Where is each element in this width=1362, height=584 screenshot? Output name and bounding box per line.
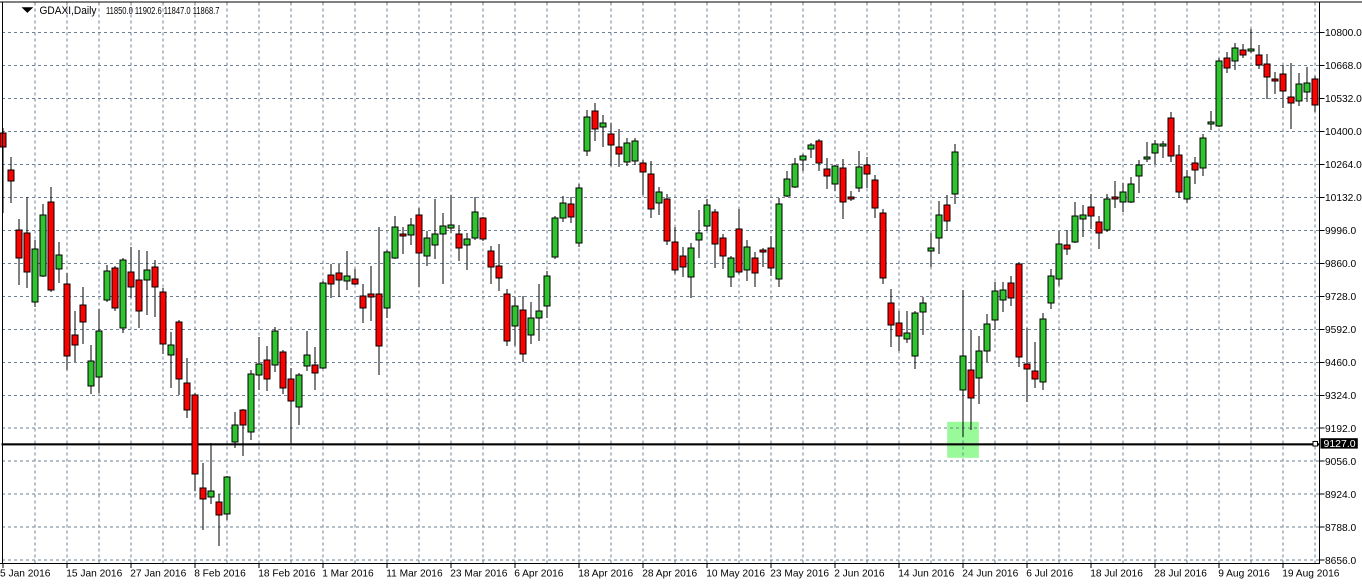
svg-text:9996.0: 9996.0 bbox=[1325, 226, 1356, 237]
svg-text:9860.0: 9860.0 bbox=[1325, 259, 1356, 270]
svg-text:1 Mar 2016: 1 Mar 2016 bbox=[322, 569, 374, 580]
svg-text:9056.0: 9056.0 bbox=[1325, 457, 1356, 468]
svg-text:19 Aug 2016: 19 Aug 2016 bbox=[1282, 569, 1340, 580]
svg-text:18 Feb 2016: 18 Feb 2016 bbox=[258, 569, 316, 580]
svg-text:18 Jul 2016: 18 Jul 2016 bbox=[1090, 569, 1143, 580]
svg-text:10668.0: 10668.0 bbox=[1325, 61, 1362, 72]
svg-text:24 Jun 2016: 24 Jun 2016 bbox=[962, 569, 1018, 580]
svg-text:9592.0: 9592.0 bbox=[1325, 325, 1356, 336]
svg-text:6 Jul 2016: 6 Jul 2016 bbox=[1026, 569, 1073, 580]
svg-text:10132.0: 10132.0 bbox=[1325, 193, 1362, 204]
svg-text:11850.0 11902.6 11847.0 11868.: 11850.0 11902.6 11847.0 11868.7 bbox=[106, 6, 220, 17]
svg-text:28 Jul 2016: 28 Jul 2016 bbox=[1154, 569, 1207, 580]
svg-text:28 Apr 2016: 28 Apr 2016 bbox=[642, 569, 697, 580]
svg-text:8788.0: 8788.0 bbox=[1325, 523, 1356, 534]
svg-text:23 Mar 2016: 23 Mar 2016 bbox=[450, 569, 508, 580]
svg-text:9728.0: 9728.0 bbox=[1325, 292, 1356, 303]
svg-text:9127.0: 9127.0 bbox=[1324, 438, 1356, 450]
svg-text:8924.0: 8924.0 bbox=[1325, 490, 1356, 501]
svg-text:15 Jan 2016: 15 Jan 2016 bbox=[66, 569, 122, 580]
svg-text:18 Apr 2016: 18 Apr 2016 bbox=[578, 569, 633, 580]
svg-text:9 Aug 2016: 9 Aug 2016 bbox=[1218, 569, 1270, 580]
svg-text:9460.0: 9460.0 bbox=[1325, 358, 1356, 369]
svg-text:6 Apr 2016: 6 Apr 2016 bbox=[514, 569, 564, 580]
svg-text:10532.0: 10532.0 bbox=[1325, 94, 1362, 105]
svg-text:27 Jan 2016: 27 Jan 2016 bbox=[130, 569, 186, 580]
svg-text:10 May 2016: 10 May 2016 bbox=[706, 569, 765, 580]
svg-text:GDAXI,Daily: GDAXI,Daily bbox=[40, 5, 97, 17]
svg-text:10400.0: 10400.0 bbox=[1325, 127, 1362, 138]
svg-text:5 Jan 2016: 5 Jan 2016 bbox=[0, 569, 51, 580]
svg-text:9324.0: 9324.0 bbox=[1325, 391, 1356, 402]
svg-text:10264.0: 10264.0 bbox=[1325, 160, 1362, 171]
svg-text:23 May 2016: 23 May 2016 bbox=[770, 569, 829, 580]
svg-text:8656.0: 8656.0 bbox=[1325, 556, 1356, 567]
svg-text:10800.0: 10800.0 bbox=[1325, 28, 1362, 39]
svg-text:11 Mar 2016: 11 Mar 2016 bbox=[386, 569, 443, 580]
svg-text:8 Feb 2016: 8 Feb 2016 bbox=[194, 569, 246, 580]
svg-text:14 Jun 2016: 14 Jun 2016 bbox=[898, 569, 954, 580]
svg-text:9192.0: 9192.0 bbox=[1325, 424, 1356, 435]
svg-text:2 Jun 2016: 2 Jun 2016 bbox=[834, 569, 885, 580]
